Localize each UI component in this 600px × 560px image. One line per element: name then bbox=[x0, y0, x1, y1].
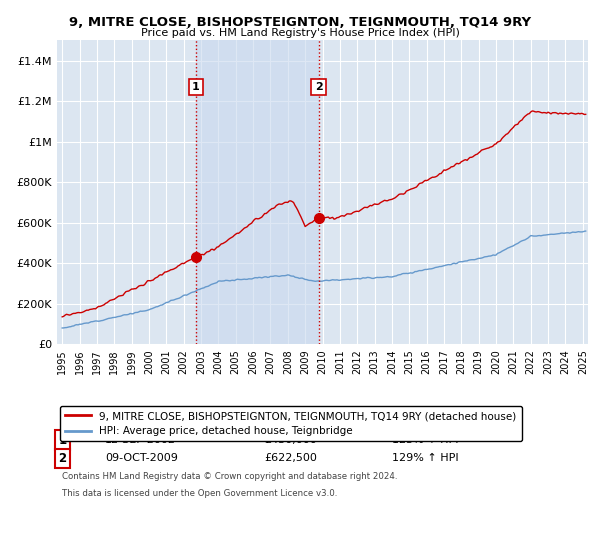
Text: 123% ↑ HPI: 123% ↑ HPI bbox=[392, 435, 458, 445]
Text: Price paid vs. HM Land Registry's House Price Index (HPI): Price paid vs. HM Land Registry's House … bbox=[140, 28, 460, 38]
Text: £622,500: £622,500 bbox=[264, 454, 317, 464]
Text: £430,000: £430,000 bbox=[264, 435, 317, 445]
Text: 12-SEP-2002: 12-SEP-2002 bbox=[105, 435, 176, 445]
Text: 1: 1 bbox=[58, 433, 67, 447]
Text: 2: 2 bbox=[58, 452, 67, 465]
Text: 2: 2 bbox=[315, 82, 323, 92]
Text: 1: 1 bbox=[192, 82, 200, 92]
Text: 9, MITRE CLOSE, BISHOPSTEIGNTON, TEIGNMOUTH, TQ14 9RY: 9, MITRE CLOSE, BISHOPSTEIGNTON, TEIGNMO… bbox=[69, 16, 531, 29]
Text: Contains HM Land Registry data © Crown copyright and database right 2024.: Contains HM Land Registry data © Crown c… bbox=[62, 472, 398, 481]
Text: This data is licensed under the Open Government Licence v3.0.: This data is licensed under the Open Gov… bbox=[62, 489, 338, 498]
Legend: 9, MITRE CLOSE, BISHOPSTEIGNTON, TEIGNMOUTH, TQ14 9RY (detached house), HPI: Ave: 9, MITRE CLOSE, BISHOPSTEIGNTON, TEIGNMO… bbox=[59, 406, 521, 441]
Text: 09-OCT-2009: 09-OCT-2009 bbox=[105, 454, 178, 464]
Bar bbox=[196, 40, 319, 344]
Text: 129% ↑ HPI: 129% ↑ HPI bbox=[392, 454, 458, 464]
